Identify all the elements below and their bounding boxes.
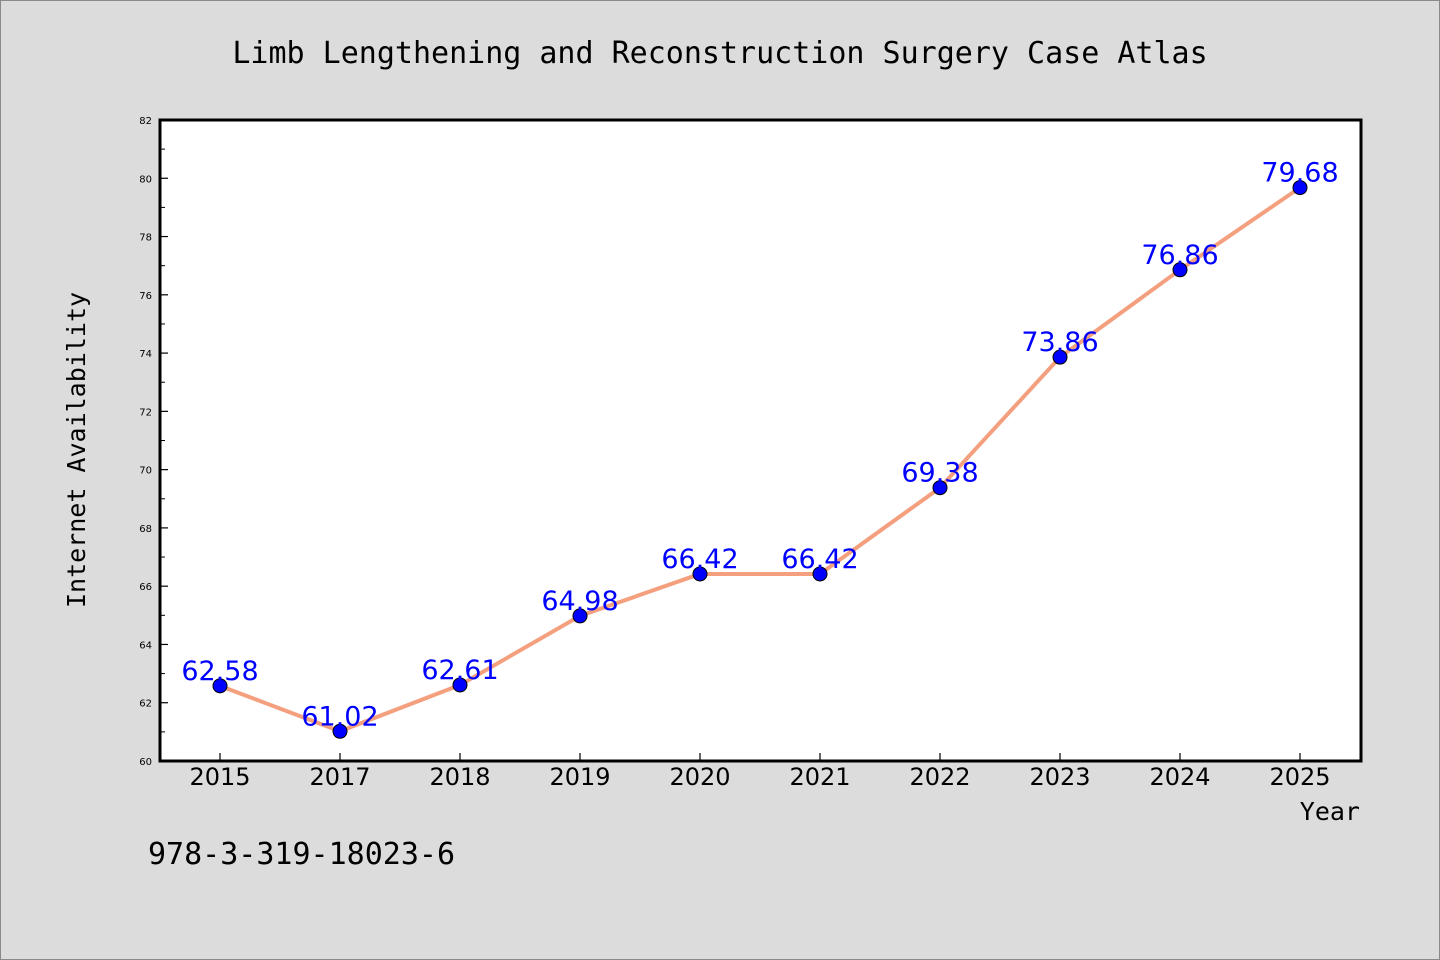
y-tick-label: 66 [139,582,152,593]
y-tick-label: 72 [139,407,152,418]
series-line-group [218,185,1302,734]
x-tick-label: 2024 [1149,763,1210,791]
data-label: 69.38 [901,458,978,489]
data-label: 62.58 [181,656,258,687]
y-tick-label: 70 [139,466,152,477]
y-tick-label: 64 [139,640,152,651]
isbn-text: 978-3-319-18023-6 [148,837,455,872]
data-point [1172,262,1188,278]
x-axis-label: Year [1300,797,1360,826]
marker-group [212,180,1308,739]
data-point [332,723,348,739]
x-tick-label: 2019 [549,763,610,791]
data-label: 73.86 [1021,327,1098,358]
x-tick-label: 2022 [909,763,970,791]
plot-area [158,118,1363,763]
y-tick-label: 78 [139,233,152,244]
y-tick-label: 62 [139,699,152,710]
y-axis-label: Internet Availability [62,292,91,608]
data-point [212,678,228,694]
data-label: 61.02 [301,701,378,732]
data-point [812,566,828,582]
x-tick-label: 2020 [669,763,730,791]
data-label-group: 62.58 61.02 62.61 64.98 66.42 66.42 69.38 73.86… [181,158,1338,733]
x-tick-label: 2025 [1269,763,1330,791]
x-tick-label: 2023 [1029,763,1090,791]
data-label: 79.68 [1261,158,1338,189]
data-point [932,480,948,496]
y-tick-label: 80 [139,174,152,185]
data-label: 64.98 [541,586,618,617]
chart-title: Limb Lengthening and Reconstruction Surg… [232,36,1207,71]
x-axis: 2015 2017 2018 2019 2020 2021 2022 2023 2024 2025 [189,753,1331,791]
data-point [572,608,588,624]
y-tick-label: 74 [139,349,152,360]
data-point [452,677,468,693]
x-tick-label: 2015 [189,763,250,791]
y-tick-label: 82 [139,116,152,127]
data-point [1052,349,1068,365]
y-tick-label: 68 [139,524,152,535]
data-label: 66.42 [661,544,738,575]
data-label: 76.86 [1141,240,1218,271]
x-tick-label: 2018 [429,763,490,791]
series-line [218,185,1302,734]
data-label: 66.42 [781,544,858,575]
y-tick-label: 60 [139,757,152,768]
y-tick-label: 76 [139,291,152,302]
x-tick-label: 2021 [789,763,850,791]
x-tick-label: 2017 [309,763,370,791]
data-label: 62.61 [421,655,498,686]
data-point [1292,180,1308,196]
data-point [692,566,708,582]
y-axis: 60 62 64 66 68 70 72 74 76 78 80 82 [139,116,168,768]
